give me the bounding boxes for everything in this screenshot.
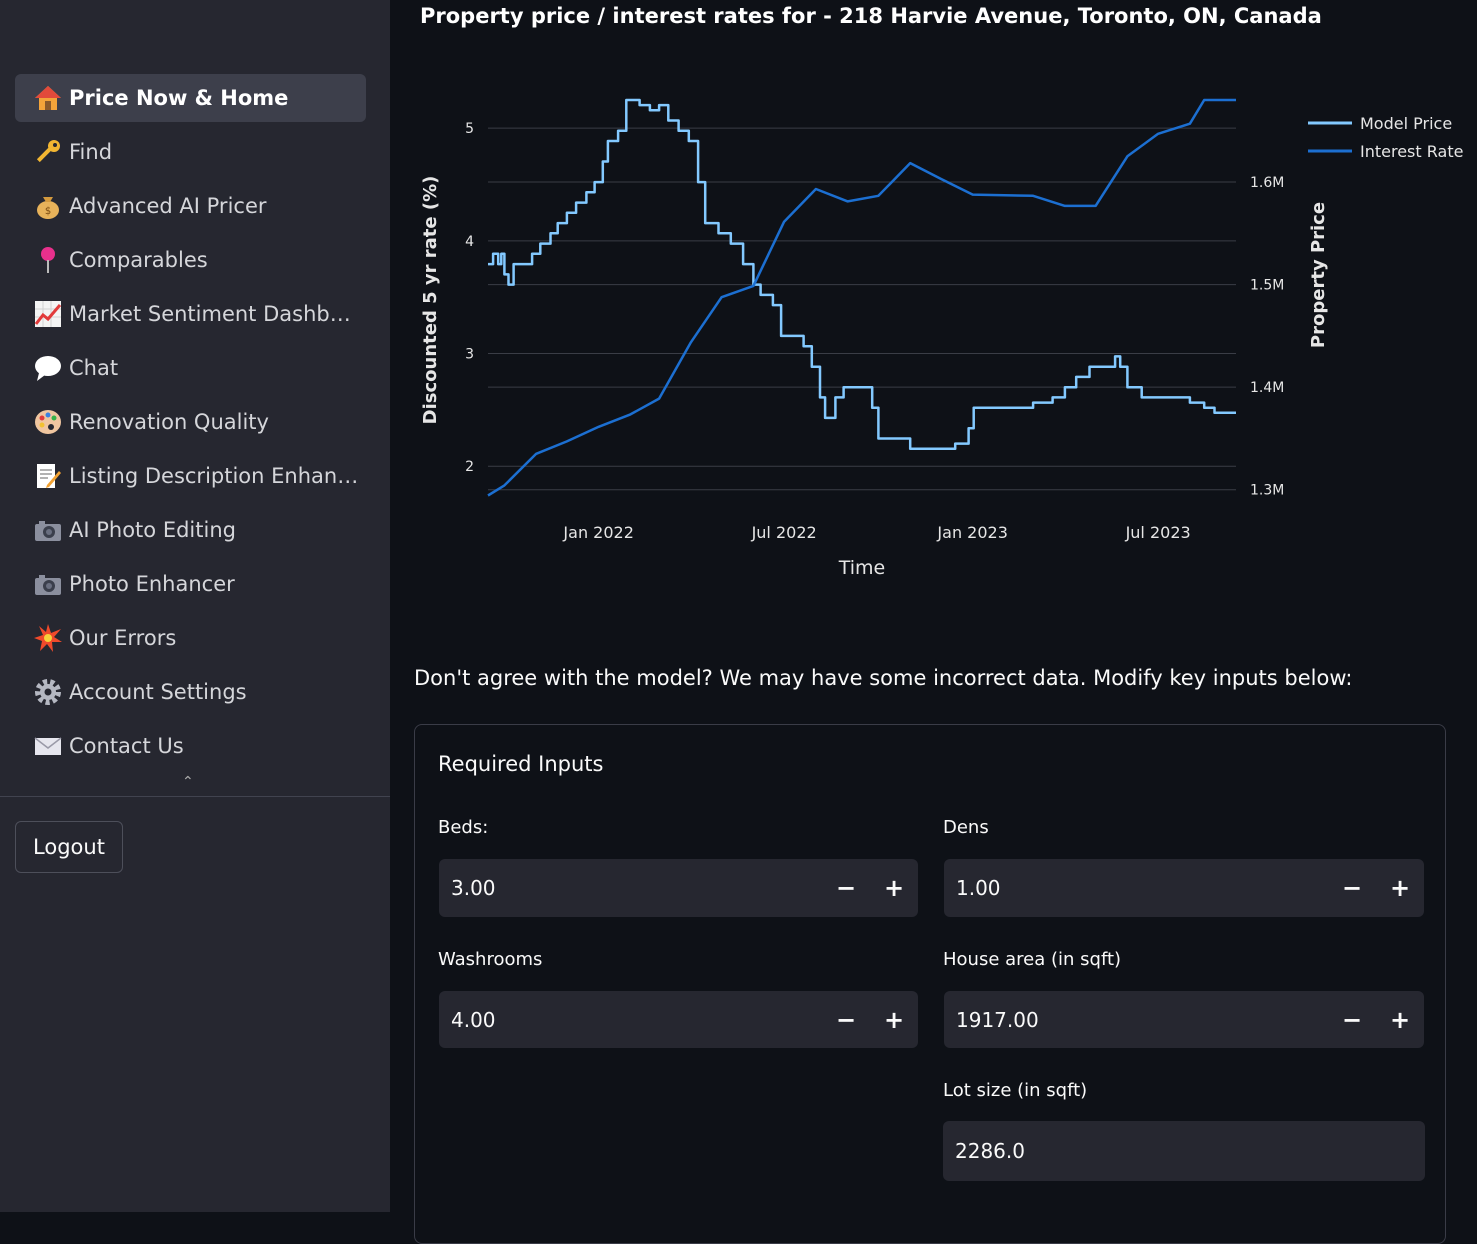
x-tick-label: Jul 2023 [1125,523,1191,542]
house-area-value[interactable]: 1917.00 [956,1007,1039,1032]
sidebar-item-listing-description-enhancer[interactable]: Listing Description Enhancer [15,452,366,500]
y2-axis-title: Property Price [1308,202,1329,348]
lot-size-value[interactable]: 2286.0 [955,1139,1025,1163]
series-line-model-price [488,98,1236,450]
sidebar-divider [0,796,390,797]
series-line-interest-rate [487,98,1236,497]
gear-icon [31,675,65,709]
x-axis-title: Time [838,557,886,579]
sidebar-item-ai-photo-editing[interactable]: AI Photo Editing [15,506,366,554]
modify-inputs-prompt: Don't agree with the model? We may have … [414,666,1353,690]
sidebar-item-comparables[interactable]: Comparables [15,236,366,284]
washrooms-input[interactable]: 4.00 − + [439,991,918,1048]
house-area-input[interactable]: 1917.00 − + [944,991,1424,1048]
house-area-decrement-button[interactable]: − [1341,1005,1363,1034]
chart-increasing-icon [31,297,65,331]
y-tick-label: 2 [465,459,474,475]
x-tick-label: Jul 2022 [751,523,817,542]
camera-icon [31,567,65,601]
sidebar-item-advanced-ai-pricer[interactable]: $ Advanced AI Pricer [15,182,366,230]
y-tick-label: 4 [465,234,474,250]
collapse-chevron-icon[interactable]: ⌃ [182,774,194,790]
sidebar: Price Now & Home Find $ Advanced AI Pricer C… [0,0,390,1212]
pushpin-icon [31,243,65,277]
sidebar-item-label: Renovation Quality [69,410,269,434]
x-tick-label: Jan 2023 [936,523,1007,542]
form-title: Required Inputs [438,752,604,776]
y2-tick-label: 1.3M [1250,483,1284,499]
lot-size-label: Lot size (in sqft) [943,1080,1088,1101]
dens-label: Dens [943,817,989,838]
house-area-label: House area (in sqft) [943,949,1122,970]
sidebar-item-our-errors[interactable]: Our Errors [15,614,366,662]
y-tick-label: 3 [465,347,474,363]
dens-value[interactable]: 1.00 [956,876,1001,900]
sidebar-item-label: AI Photo Editing [69,518,236,542]
sidebar-item-label: Advanced AI Pricer [69,194,267,218]
washrooms-label: Washrooms [438,949,543,970]
washrooms-increment-button[interactable]: + [883,1005,905,1034]
sidebar-item-renovation-quality[interactable]: Renovation Quality [15,398,366,446]
y2-tick-label: 1.5M [1250,278,1284,294]
dens-increment-button[interactable]: + [1389,874,1411,902]
sidebar-item-find[interactable]: Find [15,128,366,176]
sidebar-item-contact-us[interactable]: Contact Us [15,722,366,770]
y-tick-label: 5 [465,121,474,137]
sidebar-item-price-now-home[interactable]: Price Now & Home [15,74,366,122]
sidebar-item-label: Our Errors [69,626,177,650]
sidebar-item-label: Photo Enhancer [69,572,235,596]
svg-text:$: $ [45,206,51,217]
sidebar-item-label: Price Now & Home [69,86,289,110]
beds-increment-button[interactable]: + [883,874,905,902]
money-bag-icon: $ [31,189,65,223]
x-tick-label: Jan 2022 [562,523,633,542]
sidebar-nav: Price Now & Home Find $ Advanced AI Pricer C… [15,74,366,776]
camera-icon [31,513,65,547]
washrooms-value[interactable]: 4.00 [451,1007,496,1032]
key-icon [31,135,65,169]
speech-bubble-icon [31,351,65,385]
sidebar-item-market-sentiment-dashboard[interactable]: Market Sentiment Dashboard [15,290,366,338]
dens-input[interactable]: 1.00 − + [944,859,1424,917]
beds-input[interactable]: 3.00 − + [439,859,918,917]
sidebar-item-chat[interactable]: Chat [15,344,366,392]
sidebar-item-label: Comparables [69,248,208,272]
logout-button[interactable]: Logout [15,821,123,873]
sidebar-item-label: Listing Description Enhancer [69,464,359,488]
price-rate-chart: 2 3 4 5 1.3M 1.4M 1.5M 1.6M Jan 2022 Jul 2022 Jan … [420,98,1463,579]
y2-tick-label: 1.6M [1250,175,1284,191]
beds-label: Beds: [438,817,489,838]
y2-tick-label: 1.4M [1250,380,1284,396]
dens-decrement-button[interactable]: − [1341,874,1363,902]
house-icon [31,81,65,115]
memo-icon [31,459,65,493]
house-area-increment-button[interactable]: + [1389,1005,1411,1034]
beds-decrement-button[interactable]: − [835,874,857,902]
sidebar-item-label: Account Settings [69,680,247,704]
palette-icon [31,405,65,439]
sidebar-item-label: Market Sentiment Dashboard [69,302,359,326]
envelope-icon [31,729,65,763]
lot-size-input[interactable]: 2286.0 [943,1121,1425,1181]
chart-title: Property price / interest rates for - 21… [420,4,1322,28]
legend-label: Model Price [1360,114,1452,133]
sidebar-item-label: Find [69,140,113,164]
collision-icon [31,621,65,655]
sidebar-item-label: Chat [69,356,119,380]
sidebar-item-photo-enhancer[interactable]: Photo Enhancer [15,560,366,608]
legend-label: Interest Rate [1360,142,1463,161]
sidebar-item-account-settings[interactable]: Account Settings [15,668,366,716]
sidebar-item-label: Contact Us [69,734,184,758]
washrooms-decrement-button[interactable]: − [835,1005,857,1034]
beds-value[interactable]: 3.00 [451,876,496,900]
y-axis-title: Discounted 5 yr rate (%) [420,176,441,425]
